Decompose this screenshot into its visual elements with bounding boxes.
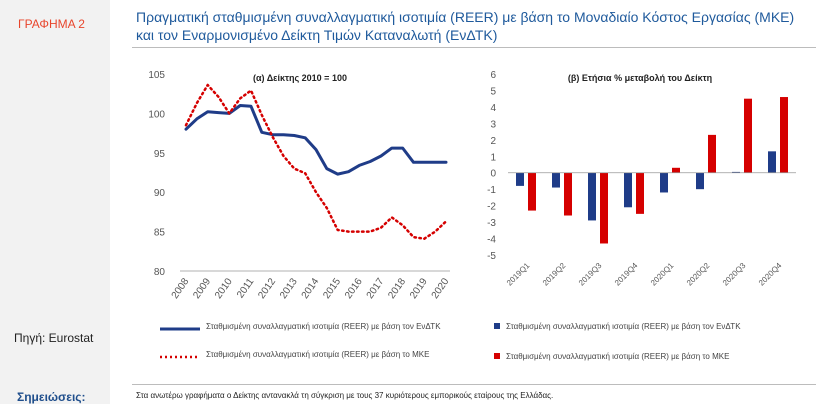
line-chart-x-tick-label: 2012 (256, 276, 278, 301)
line-series-reer-hicp (184, 104, 448, 176)
bar-reer-hicp (552, 172, 560, 188)
bar-reer-ulc (780, 97, 788, 173)
bar-chart-x-tick-label: 2019Q1 (505, 261, 532, 288)
bar-legend-reer-hicp-label: Σταθμισμένη συναλλαγματική ισοτιμία (REE… (506, 322, 741, 331)
bar-chart-title: (β) Ετήσια % μεταβολή του Δείκτη (568, 73, 712, 83)
bar-chart-x-tick-label: 2020Q4 (757, 261, 784, 288)
line-legend-reer-hicp-label: Σταθμισμένη συναλλαγματική ισοτιμία (REE… (206, 322, 441, 331)
line-chart-x-axis: 2008 2009 2010 2011 2012 2013 2014 2015 2016 2017… (170, 276, 452, 301)
line-chart-title: (α) Δείκτης 2010 = 100 (253, 73, 347, 83)
line-chart-x-tick-label: 2011 (235, 276, 257, 300)
line-chart-x-tick-label: 2013 (278, 276, 300, 301)
bar-legend-reer-hicp: Σταθμισμένη συναλλαγματική ισοτιμία (REE… (494, 322, 794, 344)
line-chart-x-tick-label: 2017 (365, 276, 387, 301)
bar-chart-y-tick-label: -5 (487, 251, 496, 262)
bar-chart-x-tick-label: 2019Q2 (541, 261, 568, 288)
line-chart-x-tick-label: 2020 (430, 276, 452, 301)
bar-chart-y-tick-label: 6 (490, 70, 496, 81)
line-legend-reer-ulc: Σταθμισμένη συναλλαγματική ισοτιμία (REE… (160, 350, 510, 372)
line-chart-y-tick-label: 95 (154, 149, 166, 160)
bar-chart-y-tick-label: -1 (487, 185, 496, 196)
line-chart-y-tick-label: 85 (154, 228, 166, 239)
bar-chart-y-tick-label: 3 (490, 119, 496, 130)
bar-chart-y-tick-label: 4 (490, 103, 496, 114)
bar-chart-x-tick-label: 2019Q3 (577, 261, 604, 288)
figure-title: Πραγματική σταθμισμένη συναλλαγματική ισ… (136, 9, 795, 43)
bar-reer-hicp (732, 171, 740, 173)
notes-label: Σημειώσεις: (17, 390, 86, 404)
bar-legend-reer-ulc-label: Σταθμισμένη συναλλαγματική ισοτιμία (REE… (506, 352, 730, 361)
bar-chart-x-axis: 2019Q1 2019Q2 2019Q3 2019Q4 2020Q1 2020Q2 2020… (505, 261, 784, 288)
bar-reer-hicp (696, 172, 704, 190)
bar-chart-y-tick-label: 2 (490, 136, 496, 147)
bar-chart-y-tick-label: 0 (490, 169, 496, 180)
notes-divider (132, 384, 816, 385)
bar-chart-y-tick-label: -2 (487, 202, 496, 213)
bar-reer-ulc (708, 134, 716, 173)
line-chart-y-tick-label: 90 (154, 188, 166, 199)
line-series-reer-ulc (184, 83, 448, 240)
bar-reer-ulc (528, 172, 536, 211)
bar-chart-y-axis: -5 -4 -3 -2 -1 0 1 2 3 4 5 6 (487, 70, 496, 262)
notes-text: Στα ανωτέρω γραφήματα ο Δείκτης αντανακλ… (136, 391, 554, 400)
bar-reer-hicp (768, 151, 776, 173)
line-chart-y-axis: 80 85 90 95 100 105 (148, 70, 165, 278)
line-chart-x-tick-label: 2009 (191, 276, 213, 301)
bar-reer-hicp (624, 172, 632, 208)
bar-reer-ulc (564, 172, 572, 216)
line-chart-y-tick-label: 100 (148, 109, 165, 120)
figure-label: ΓΡΑΦΗΜΑ 2 (18, 17, 85, 31)
bar-reer-hicp (516, 172, 524, 186)
bar-chart-x-tick-label: 2020Q2 (685, 261, 712, 288)
bar-chart-bars (516, 97, 788, 244)
line-chart-x-tick-label: 2014 (300, 276, 322, 301)
sidebar-panel (0, 0, 110, 404)
line-chart-x-tick-label: 2019 (408, 276, 430, 301)
bar-reer-ulc (600, 172, 608, 244)
bar-chart-y-tick-label: -4 (487, 235, 496, 246)
bar-reer-ulc (672, 167, 680, 173)
bar-chart-y-tick-label: 5 (490, 86, 496, 97)
line-chart-x-tick-label: 2018 (386, 276, 408, 301)
bar-legend-reer-ulc: Σταθμισμένη συναλλαγματική ισοτιμία (REE… (494, 352, 794, 364)
line-chart-x-tick-label: 2010 (213, 276, 235, 301)
bar-reer-ulc (636, 172, 644, 214)
line-chart-x-tick-label: 2008 (170, 276, 192, 301)
bar-chart-y-tick-label: 1 (490, 152, 496, 163)
bar-chart: (β) Ετήσια % μεταβολή του Δείκτη -5-4-3-… (487, 70, 796, 288)
bar-chart-x-tick-label: 2019Q4 (613, 261, 640, 288)
bar-chart-y-tick-label: -3 (487, 218, 496, 229)
line-legend-reer-ulc-label: Σταθμισμένη συναλλαγματική ισοτιμία (REE… (206, 350, 430, 359)
bar-chart-x-tick-label: 2020Q1 (649, 261, 676, 288)
line-chart-x-tick-label: 2015 (321, 276, 343, 301)
bar-reer-ulc (744, 98, 752, 173)
line-chart: (α) Δείκτης 2010 = 100 80 85 90 95 100 105 20… (148, 70, 451, 301)
title-divider (132, 47, 816, 48)
line-legend-reer-hicp: Σταθμισμένη συναλλαγματική ισοτιμία (REE… (160, 322, 510, 344)
line-chart-x-tick-label: 2016 (343, 276, 365, 301)
line-chart-y-tick-label: 105 (148, 70, 165, 81)
bar-reer-hicp (588, 172, 596, 221)
line-chart-series (184, 83, 448, 240)
bar-chart-x-tick-label: 2020Q3 (721, 261, 748, 288)
bar-reer-hicp (660, 172, 668, 193)
line-chart-y-tick-label: 80 (154, 267, 166, 278)
source-label: Πηγή: Eurostat (14, 331, 94, 345)
